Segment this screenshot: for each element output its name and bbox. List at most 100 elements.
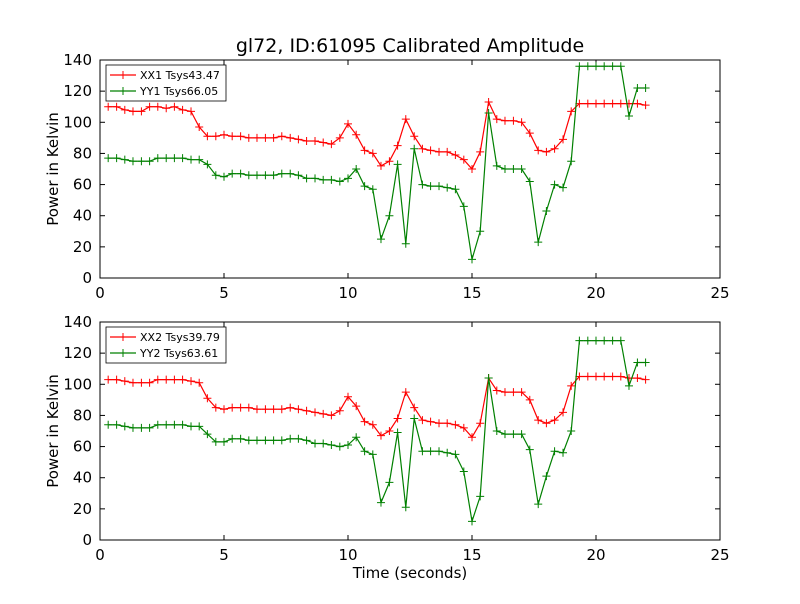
data-point bbox=[277, 169, 286, 178]
data-point bbox=[187, 107, 196, 116]
data-point bbox=[517, 165, 526, 173]
data-point bbox=[525, 395, 534, 404]
data-point bbox=[583, 62, 592, 71]
y-tick-label: 80 bbox=[73, 406, 92, 424]
data-point bbox=[393, 160, 402, 169]
data-point bbox=[451, 450, 460, 459]
data-point bbox=[112, 420, 121, 429]
data-point bbox=[575, 62, 584, 71]
data-point bbox=[128, 157, 137, 166]
data-point bbox=[162, 154, 171, 163]
data-point bbox=[319, 138, 328, 147]
data-point bbox=[616, 372, 625, 381]
data-point bbox=[220, 172, 228, 181]
data-point bbox=[484, 374, 493, 383]
data-point bbox=[352, 402, 361, 411]
data-point bbox=[410, 144, 419, 153]
data-point bbox=[352, 130, 361, 139]
data-point bbox=[104, 375, 113, 384]
data-point bbox=[294, 434, 303, 443]
data-point bbox=[211, 403, 220, 412]
legend-marker bbox=[119, 333, 127, 341]
data-point bbox=[360, 417, 369, 426]
data-point bbox=[277, 132, 286, 141]
data-point bbox=[393, 141, 402, 150]
data-point bbox=[211, 437, 220, 446]
x-axis-label: Time (seconds) bbox=[352, 564, 468, 582]
data-point bbox=[261, 171, 270, 180]
data-point bbox=[236, 403, 245, 412]
y-tick-label: 80 bbox=[73, 144, 92, 162]
x-tick-label: 20 bbox=[586, 546, 605, 564]
chart-panel-2: 0 5 10 15 20 25 0 20 40 60 80 100 120 140 Power in Kel… bbox=[44, 313, 730, 564]
data-point bbox=[592, 62, 600, 71]
data-point bbox=[137, 107, 146, 116]
data-point bbox=[311, 174, 320, 183]
x-tick-label: 10 bbox=[338, 546, 357, 564]
data-point bbox=[500, 165, 509, 173]
data-point bbox=[162, 420, 171, 429]
data-point bbox=[153, 420, 162, 429]
data-point bbox=[294, 171, 303, 180]
y-tick-label: 40 bbox=[73, 469, 92, 487]
y-tick-label: 60 bbox=[73, 438, 92, 456]
data-point bbox=[319, 439, 328, 448]
data-point bbox=[187, 377, 196, 386]
legend: XX1 Tsys43.47 YY1 Tsys66.05 bbox=[105, 64, 227, 102]
data-point bbox=[641, 375, 650, 384]
legend-marker bbox=[119, 71, 127, 79]
data-point bbox=[344, 392, 352, 401]
data-point bbox=[550, 144, 559, 153]
data-point bbox=[616, 62, 625, 71]
data-point bbox=[327, 175, 336, 184]
data-point bbox=[410, 414, 419, 423]
data-point bbox=[187, 422, 196, 431]
data-point bbox=[426, 417, 435, 426]
data-point bbox=[641, 358, 650, 367]
data-point bbox=[294, 405, 303, 414]
data-point bbox=[360, 182, 369, 191]
data-point bbox=[393, 414, 402, 423]
y-tick-label: 100 bbox=[63, 375, 92, 393]
data-point bbox=[525, 129, 534, 138]
data-point bbox=[112, 102, 121, 111]
data-point bbox=[468, 433, 476, 442]
data-point bbox=[608, 372, 617, 381]
data-point bbox=[426, 146, 435, 155]
data-point bbox=[269, 405, 278, 414]
data-point bbox=[426, 447, 435, 456]
data-point bbox=[500, 388, 509, 397]
data-point bbox=[534, 416, 543, 425]
data-point bbox=[492, 115, 501, 124]
data-point bbox=[220, 130, 228, 139]
x-tick-label: 20 bbox=[586, 284, 605, 302]
data-point bbox=[302, 136, 311, 145]
data-point bbox=[352, 433, 361, 442]
data-point bbox=[178, 420, 187, 429]
y-tick-label: 100 bbox=[63, 113, 92, 131]
legend-marker bbox=[119, 349, 127, 357]
y-tick-label: 140 bbox=[63, 313, 92, 331]
data-point bbox=[426, 182, 435, 191]
chart-title: gl72, ID:61095 Calibrated Amplitude bbox=[236, 35, 584, 57]
data-point bbox=[616, 99, 625, 108]
data-point bbox=[435, 147, 444, 156]
data-point bbox=[203, 430, 212, 439]
data-point bbox=[286, 403, 295, 412]
data-point bbox=[195, 155, 204, 164]
data-point bbox=[311, 408, 320, 417]
data-point bbox=[153, 102, 162, 111]
y-axis-label: Power in Kelvin bbox=[44, 112, 62, 226]
x-tick-label: 10 bbox=[338, 284, 357, 302]
data-point bbox=[120, 155, 129, 164]
data-point bbox=[385, 157, 394, 166]
data-point bbox=[170, 375, 179, 384]
y-tick-label: 140 bbox=[63, 51, 92, 69]
data-point bbox=[385, 211, 394, 220]
data-point bbox=[624, 99, 633, 108]
data-point bbox=[170, 102, 179, 111]
data-point bbox=[492, 386, 501, 395]
data-point bbox=[162, 375, 171, 384]
data-point bbox=[277, 436, 286, 445]
data-point bbox=[443, 147, 452, 156]
